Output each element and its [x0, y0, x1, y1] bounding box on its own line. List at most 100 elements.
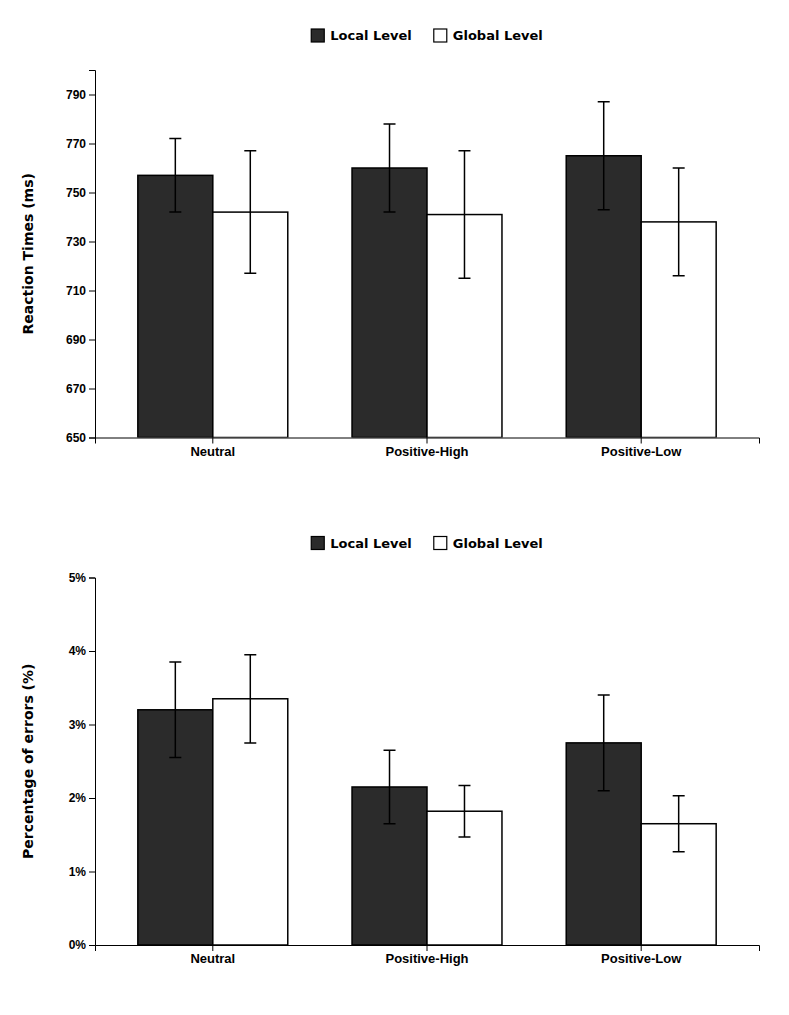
plot-area: [138, 102, 716, 438]
tick-mark: [641, 438, 642, 444]
error-bars: [244, 151, 684, 278]
tick-mark: [89, 95, 95, 96]
x-axis: Neutral Positive-High Positive-Low: [96, 945, 760, 966]
legend-item: Local Level: [311, 28, 412, 43]
tick-mark: [89, 340, 95, 341]
tick: 4%: [69, 644, 95, 658]
error-bar: [244, 655, 256, 743]
error-bar: [598, 695, 610, 791]
tick-label: 670: [66, 382, 86, 396]
tick-mark: [89, 389, 95, 390]
tick: 2%: [69, 791, 95, 805]
tick: Positive-Low: [601, 945, 682, 966]
axis-line: [96, 438, 760, 444]
tick-label: 5%: [69, 571, 87, 585]
tick-label: 790: [66, 88, 86, 102]
tick-mark: [89, 798, 95, 799]
error-bar: [598, 102, 610, 210]
tick-mark: [89, 872, 95, 873]
tick-mark: [212, 438, 213, 444]
bar: [138, 175, 213, 437]
tick-mark: [89, 193, 95, 194]
error-bars: [169, 662, 609, 824]
legend: Local Level Global Level: [311, 28, 543, 43]
plot-area: [138, 655, 716, 945]
tick-mark: [427, 945, 428, 951]
tick-label: Positive-High: [385, 444, 468, 459]
y-axis: 0% 1% 2% 3% 4% 5%: [69, 571, 96, 953]
tick: 650: [66, 431, 95, 445]
tick-mark: [641, 945, 642, 951]
legend: Local Level Global Level: [311, 536, 543, 551]
error-bar: [384, 124, 396, 212]
error-bar: [384, 750, 396, 824]
tick-label: 650: [66, 431, 86, 445]
y-axis-title: Percentage of errors (%): [20, 664, 36, 859]
legend-swatch: [311, 29, 324, 42]
error-bar: [673, 168, 685, 276]
tick: Neutral: [190, 438, 235, 459]
legend-swatch: [434, 537, 447, 550]
bar-series: [213, 699, 716, 945]
legend-label: Global Level: [453, 28, 543, 43]
axis-line: [96, 946, 760, 952]
tick: 710: [66, 284, 95, 298]
tick-label: 2%: [69, 791, 87, 805]
tick: 750: [66, 186, 95, 200]
error-bar: [244, 151, 256, 274]
tick-label: 1%: [69, 865, 87, 879]
tick: 670: [66, 382, 95, 396]
error-bars: [169, 102, 609, 212]
legend-item: Global Level: [434, 536, 543, 551]
tick-label: 690: [66, 333, 86, 347]
tick-mark: [89, 945, 95, 946]
tick-mark: [89, 242, 95, 243]
legend-swatch: [311, 537, 324, 550]
legend-label: Global Level: [453, 536, 543, 551]
tick: Positive-High: [385, 945, 468, 966]
tick-label: 4%: [69, 644, 87, 658]
error-bar: [169, 139, 181, 213]
figure: Neutral Positive-High Positive-Low 650 670 69…: [0, 0, 789, 1015]
x-axis: Neutral Positive-High Positive-Low: [96, 438, 760, 459]
tick-mark: [89, 144, 95, 145]
tick-label: Neutral: [190, 951, 235, 966]
tick: 3%: [69, 718, 95, 732]
tick: 790: [66, 88, 95, 102]
tick-label: Positive-High: [385, 951, 468, 966]
legend-label: Local Level: [330, 536, 412, 551]
chart-panel: Neutral Positive-High Positive-Low 650 670 69…: [20, 28, 760, 459]
tick: Positive-High: [385, 438, 468, 459]
tick-mark: [89, 725, 95, 726]
tick: 770: [66, 137, 95, 151]
y-axis-title: Reaction Times (ms): [20, 173, 36, 334]
error-bar: [458, 786, 470, 837]
tick-mark: [89, 651, 95, 652]
tick-label: 730: [66, 235, 86, 249]
tick: 690: [66, 333, 95, 347]
tick: Positive-Low: [601, 438, 682, 459]
tick-mark: [89, 291, 95, 292]
error-bar: [673, 796, 685, 852]
legend-item: Local Level: [311, 536, 412, 551]
tick-label: 770: [66, 137, 86, 151]
tick-label: 0%: [69, 938, 87, 952]
tick-label: 750: [66, 186, 86, 200]
tick-label: Positive-Low: [601, 444, 682, 459]
legend-item: Global Level: [434, 28, 543, 43]
tick-mark: [212, 945, 213, 951]
tick: 0%: [69, 938, 95, 952]
error-bars: [244, 655, 684, 852]
chart-panel: Neutral Positive-High Positive-Low 0% 1% 2% 3%…: [20, 536, 760, 967]
error-bar: [169, 662, 181, 758]
tick: Neutral: [190, 945, 235, 966]
tick-mark: [427, 438, 428, 444]
tick-mark: [89, 438, 95, 439]
y-axis: 650 670 690 710 730 750 770 790: [66, 71, 96, 445]
tick-label: 710: [66, 284, 86, 298]
tick-label: Neutral: [190, 444, 235, 459]
legend-label: Local Level: [330, 28, 412, 43]
tick-label: 3%: [69, 718, 87, 732]
tick: 1%: [69, 865, 95, 879]
axis-line: [89, 71, 96, 439]
